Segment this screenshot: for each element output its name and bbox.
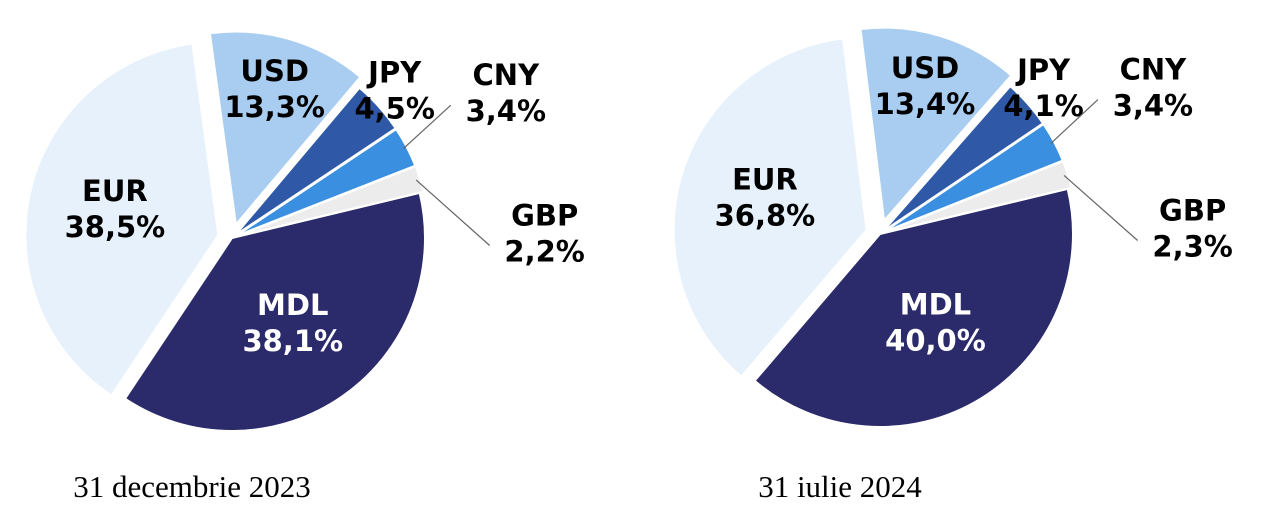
slice-value: 38,5% <box>65 210 166 244</box>
pie-slice <box>859 26 1013 223</box>
slice-value: 13,3% <box>224 90 325 124</box>
slice-value: 38,1% <box>242 324 343 358</box>
slice-name: JPY <box>1015 53 1071 87</box>
slice-value: 40,0% <box>885 324 986 358</box>
leader-line <box>402 104 452 150</box>
slice-value: 36,8% <box>715 198 816 232</box>
chart-caption: 31 iulie 2024 <box>758 469 922 504</box>
slice-name: USD <box>240 54 309 88</box>
slice-name: USD <box>891 51 960 85</box>
slice-name: CNY <box>1120 53 1188 87</box>
slice-value: 3,4% <box>466 94 546 128</box>
slice-value: 4,5% <box>354 92 434 126</box>
pie-slice <box>234 86 398 237</box>
leader-line <box>1063 175 1139 241</box>
leader-line <box>1050 99 1099 145</box>
pie-slice <box>208 30 362 227</box>
slice-value: 2,3% <box>1152 230 1232 264</box>
slice-value: 4,1% <box>1003 89 1083 123</box>
slice-name: GBP <box>1159 194 1226 228</box>
pie-slice <box>883 159 1073 234</box>
slice-value: 2,2% <box>504 234 584 268</box>
leader-line <box>415 179 491 246</box>
slice-value: 13,4% <box>875 87 976 121</box>
pie-slice <box>24 42 220 397</box>
pie-slice <box>123 191 426 432</box>
pie-slice <box>235 165 425 238</box>
slice-name: GBP <box>511 198 578 232</box>
pie-slice <box>753 187 1075 428</box>
slice-name: MDL <box>900 288 971 322</box>
slice-name: EUR <box>732 162 798 196</box>
pie-slice <box>672 37 868 379</box>
slice-name: CNY <box>473 58 541 92</box>
slice-name: JPY <box>366 56 422 90</box>
chart-caption: 31 decembrie 2023 <box>73 469 311 504</box>
slice-value: 3,4% <box>1113 89 1193 123</box>
slice-name: EUR <box>82 174 148 208</box>
slice-name: MDL <box>257 288 328 322</box>
